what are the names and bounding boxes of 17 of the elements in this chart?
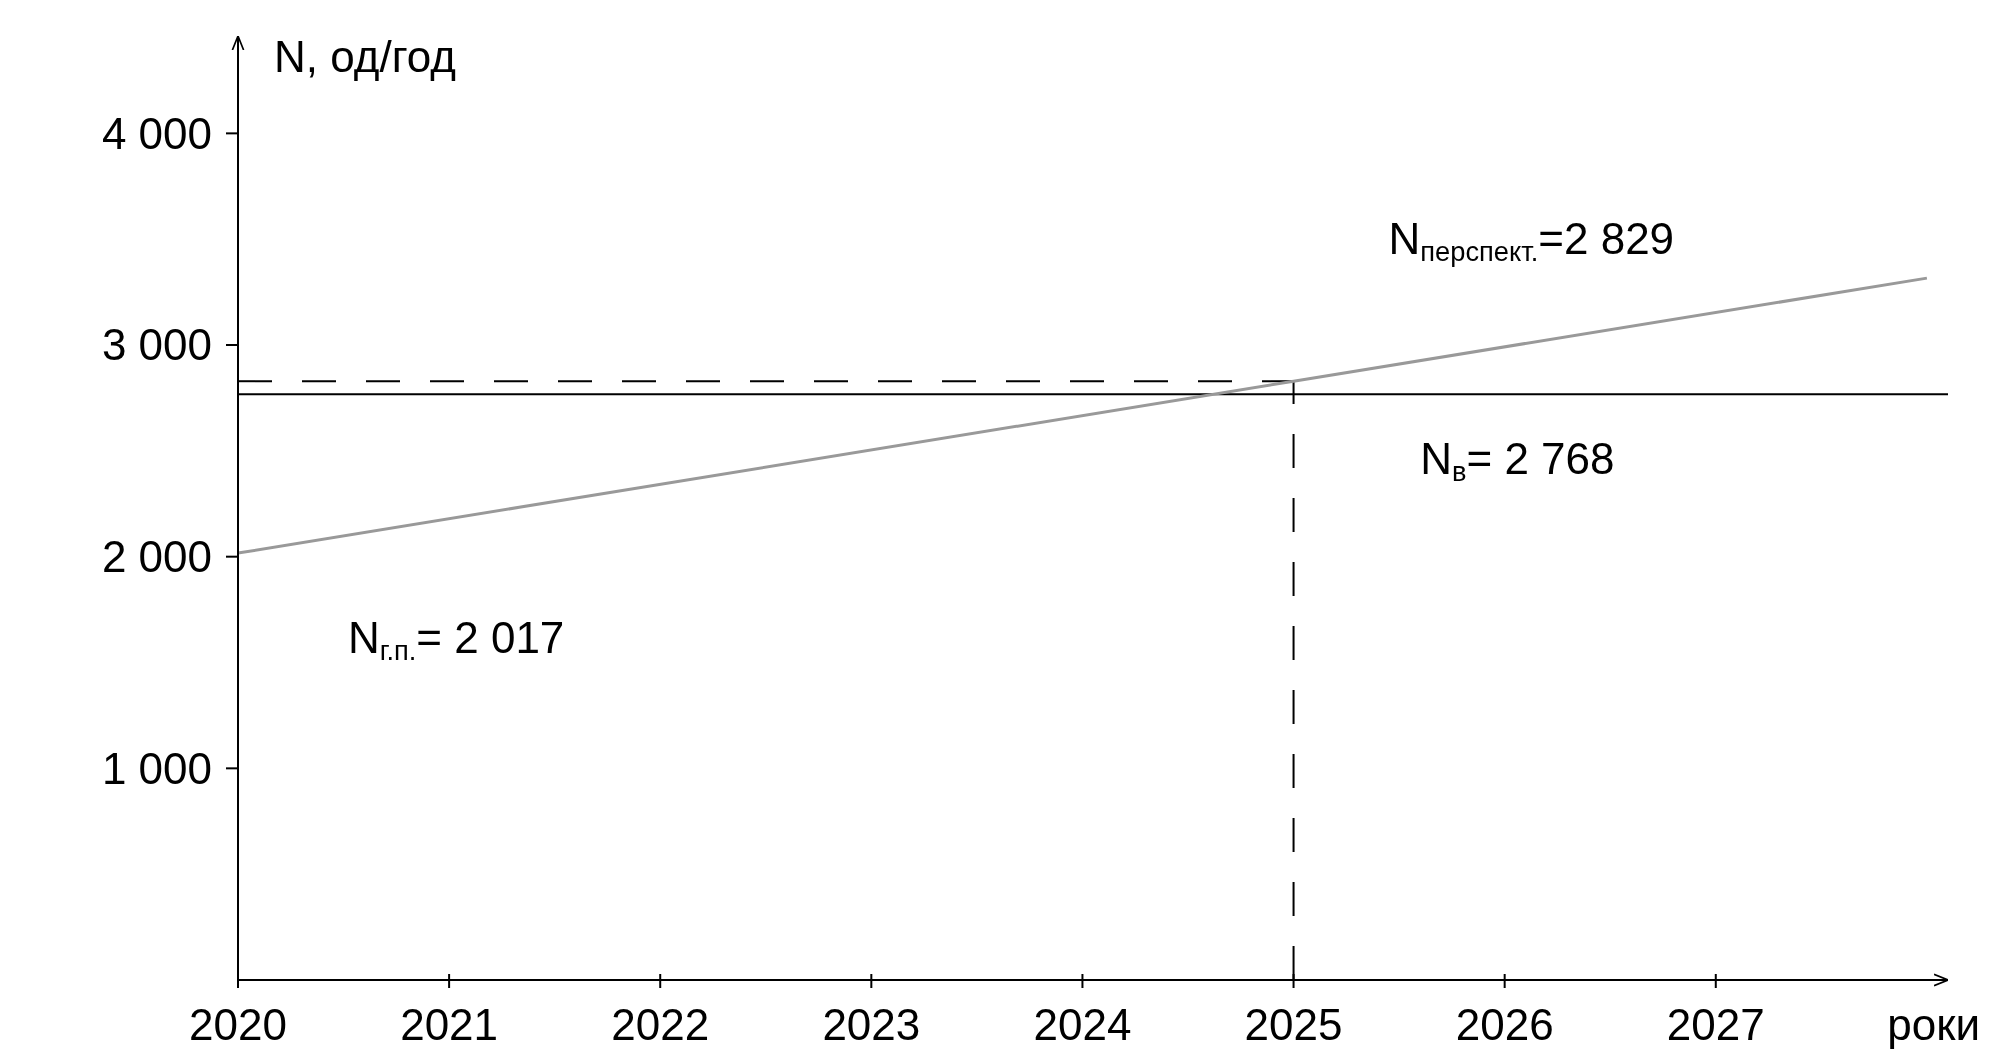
x-tick-label: 2025: [1244, 1000, 1343, 1049]
ref-line-label: N$_{в}$= 2 768: [1420, 434, 1615, 487]
y-tick-label: 3 000: [101, 320, 212, 370]
x-tick-label: 2026: [1455, 1000, 1554, 1049]
y-tick-label: 4 000: [101, 108, 212, 158]
x-tick-label: 2024: [1033, 1000, 1132, 1049]
y-tick-label: 1 000: [101, 743, 212, 793]
x-tick-label: 2021: [400, 1000, 499, 1049]
x-tick-label: 2027: [1666, 1000, 1765, 1049]
x-tick-label: 2022: [611, 1000, 710, 1049]
annotation: N$_{перспект.}$=2 829: [1388, 214, 1675, 267]
x-axis-title: роки: [1887, 1000, 1980, 1049]
annotation: N$_{г.п.}$= 2 017: [348, 613, 565, 666]
x-tick-label: 2023: [822, 1000, 921, 1049]
y-axis-title: N, од/год: [274, 32, 456, 81]
x-tick-label: 2020: [189, 1000, 287, 1049]
y-tick-label: 2 000: [101, 532, 212, 582]
